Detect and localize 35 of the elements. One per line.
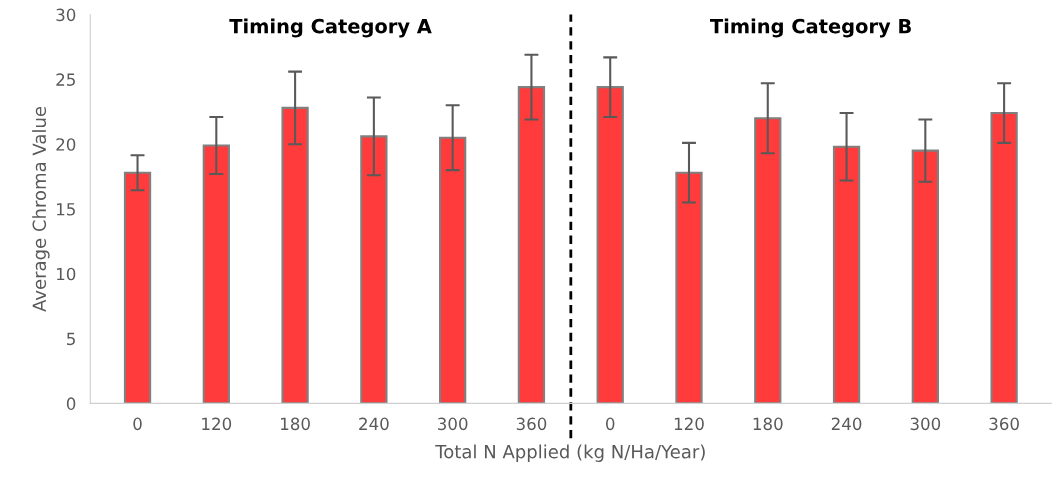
x-tick-label: 360 [516,417,547,431]
bar [911,149,939,404]
x-tick-label: 180 [753,417,783,431]
bar [281,106,309,404]
x-tick-label: 120 [674,417,704,431]
y-tick-label: 25 [56,73,75,86]
annotation: Timing Category B [710,18,911,38]
x-tick-label: 360 [989,417,1019,431]
bar [202,144,230,404]
x-tick-label: 300 [438,417,468,431]
bar [517,86,546,404]
bar [990,112,1018,404]
bar [439,136,467,404]
bar [596,86,624,404]
bar [360,135,388,404]
y-tick-label: 20 [56,138,76,151]
y-tick-label: 0 [66,397,76,410]
annotation: Timing Category A [229,18,432,38]
x-tick-label: 240 [831,417,862,431]
bar [832,145,861,404]
x-tick-label: 180 [281,417,310,431]
y-tick-label: 30 [56,8,76,22]
x-tick-label: 120 [202,417,232,431]
y-axis-title: Average Chroma Value [32,106,50,312]
x-tick-label: 0 [133,417,142,431]
bar [123,171,152,404]
bar [675,171,703,404]
x-tick-label: 240 [359,417,389,431]
y-tick-label: 5 [67,332,75,346]
bar [754,117,782,404]
x-axis-title: Total N Applied (kg N/Ha/Year) [435,444,705,462]
x-tick-label: 300 [910,417,941,431]
x-tick-label: 0 [606,417,615,431]
y-tick-label: 15 [57,203,75,216]
y-tick-label: 10 [57,267,76,281]
